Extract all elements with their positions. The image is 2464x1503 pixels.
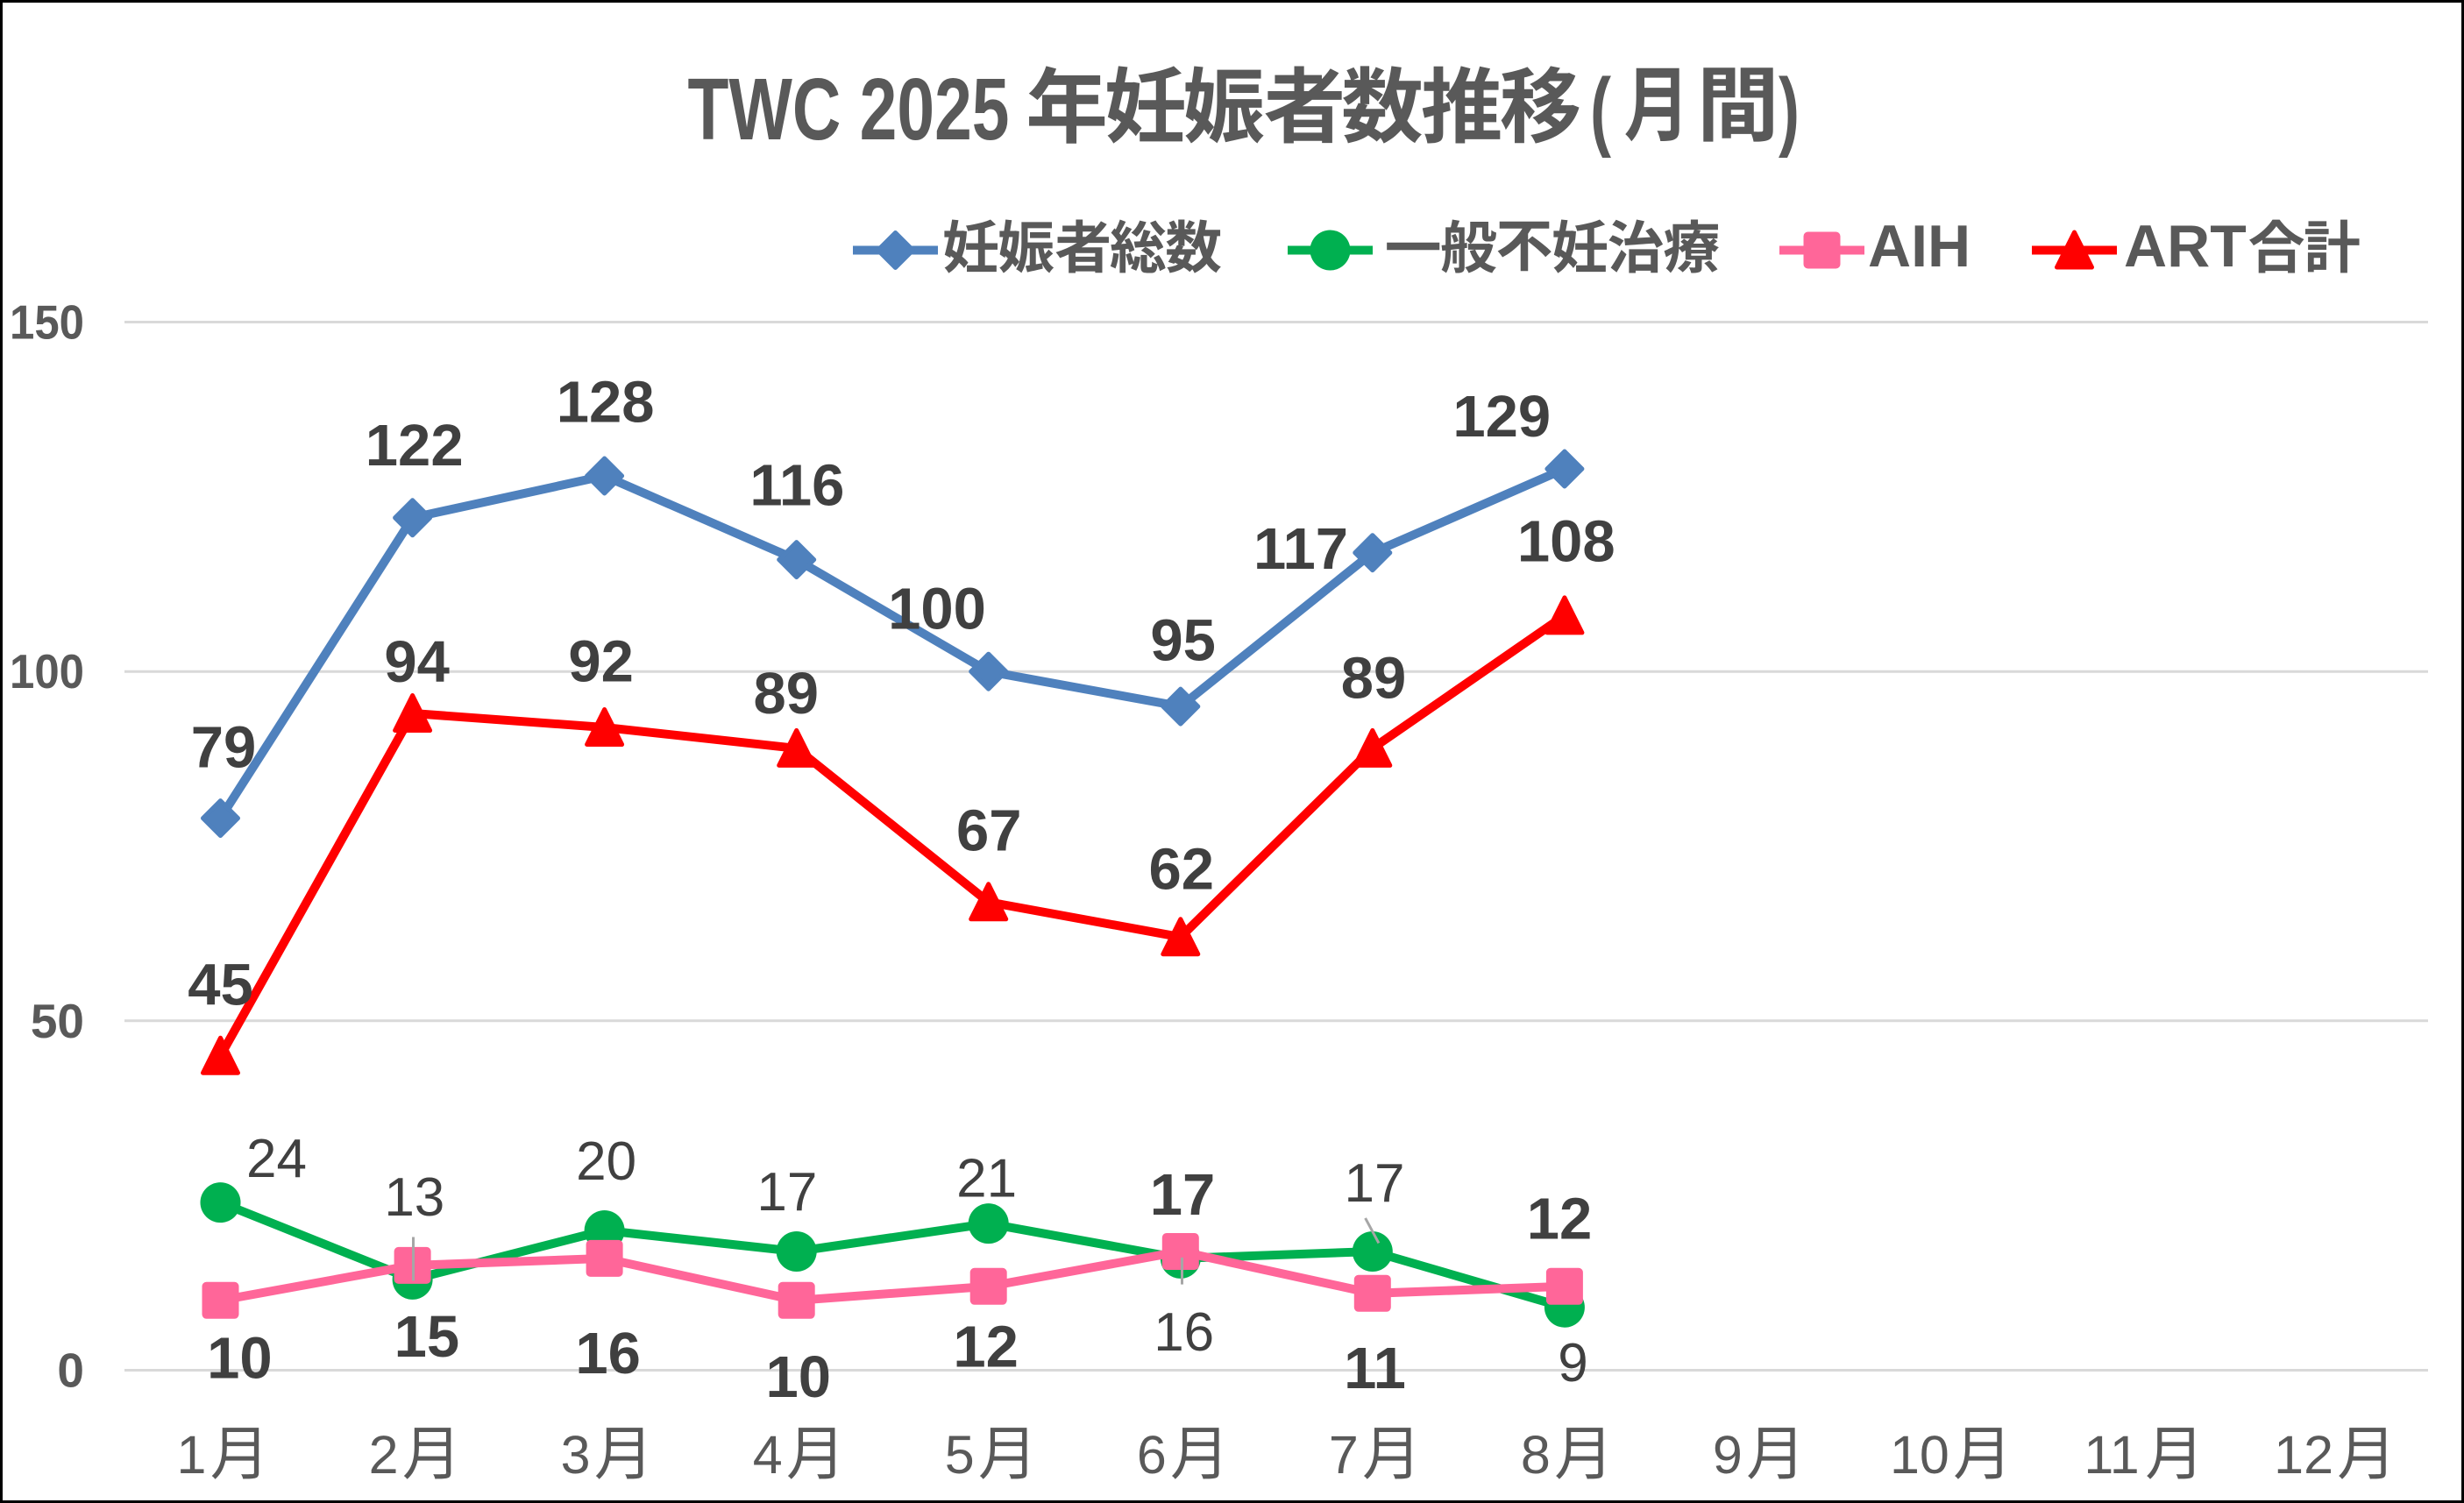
svg-text:6: 6 <box>1137 1425 1167 1485</box>
svg-text:ART: ART <box>2124 213 2247 280</box>
svg-text:67: 67 <box>956 798 1022 864</box>
svg-text:62: 62 <box>1149 837 1215 903</box>
svg-text:79: 79 <box>191 715 257 781</box>
svg-text:108: 108 <box>1517 508 1615 574</box>
svg-text:3: 3 <box>561 1425 591 1485</box>
svg-text:10: 10 <box>766 1344 832 1410</box>
svg-text:21: 21 <box>956 1149 1017 1209</box>
svg-text:20: 20 <box>576 1131 636 1192</box>
svg-text:TWC 2025: TWC 2025 <box>688 60 1010 159</box>
svg-text:8: 8 <box>1521 1425 1551 1485</box>
svg-text:45: 45 <box>188 952 253 1017</box>
svg-text:129: 129 <box>1452 384 1551 450</box>
svg-text:16: 16 <box>575 1321 641 1386</box>
svg-text:128: 128 <box>557 370 655 436</box>
svg-text:4: 4 <box>753 1425 783 1485</box>
svg-text:7: 7 <box>1329 1425 1359 1485</box>
svg-text:95: 95 <box>1150 608 1216 674</box>
svg-text:24: 24 <box>246 1129 307 1189</box>
svg-text:12: 12 <box>2274 1425 2333 1485</box>
svg-text:11: 11 <box>1344 1336 1406 1401</box>
svg-text:10: 10 <box>1890 1425 1949 1485</box>
svg-text:12: 12 <box>1527 1186 1593 1251</box>
svg-text:15: 15 <box>394 1304 460 1370</box>
svg-text:17: 17 <box>756 1162 817 1223</box>
svg-text:9: 9 <box>1558 1333 1587 1393</box>
svg-text:117: 117 <box>1253 516 1348 582</box>
svg-text:17: 17 <box>1150 1162 1216 1228</box>
svg-text:16: 16 <box>1154 1302 1214 1363</box>
svg-text:150: 150 <box>10 295 84 350</box>
svg-text:(: ( <box>1590 60 1611 159</box>
svg-text:122: 122 <box>366 413 464 479</box>
svg-text:9: 9 <box>1713 1425 1743 1485</box>
svg-text:2: 2 <box>369 1425 399 1485</box>
svg-text:10: 10 <box>207 1326 273 1392</box>
svg-text:100: 100 <box>10 644 84 698</box>
svg-text:11: 11 <box>2084 1425 2139 1485</box>
svg-text:17: 17 <box>1345 1153 1405 1214</box>
svg-text:1: 1 <box>177 1425 207 1485</box>
svg-text:89: 89 <box>754 661 820 727</box>
svg-text:0: 0 <box>57 1343 84 1398</box>
svg-text:): ) <box>1779 60 1800 159</box>
svg-text:94: 94 <box>384 629 450 695</box>
svg-text:12: 12 <box>953 1314 1019 1379</box>
svg-text:116: 116 <box>749 452 844 518</box>
svg-text:13: 13 <box>384 1167 444 1228</box>
svg-text:92: 92 <box>568 629 634 695</box>
svg-text:89: 89 <box>1341 646 1407 712</box>
svg-text:5: 5 <box>945 1425 975 1485</box>
svg-text:100: 100 <box>888 577 986 642</box>
svg-text:AIH: AIH <box>1868 213 1970 280</box>
svg-text:50: 50 <box>31 994 84 1048</box>
